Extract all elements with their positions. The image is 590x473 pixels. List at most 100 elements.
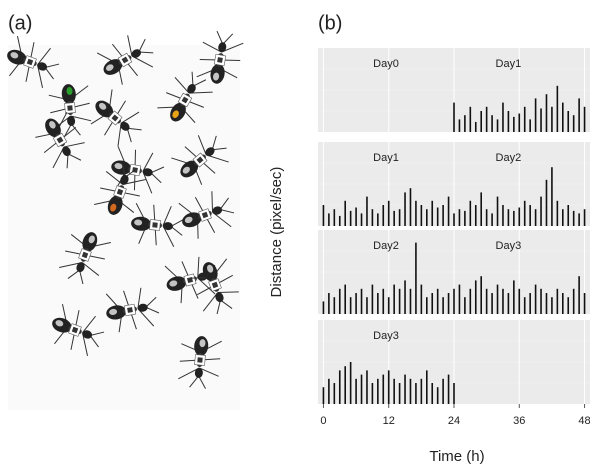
day-label: Day1 (373, 152, 399, 164)
activity-bar (470, 289, 472, 314)
activity-bar (497, 197, 499, 226)
activity-bar (377, 293, 379, 314)
activity-bar (578, 98, 580, 132)
activity-bar (421, 205, 423, 226)
activity-bar (377, 213, 379, 226)
activity-bar (350, 211, 352, 226)
activity-bar (491, 213, 493, 226)
activity-bar (459, 119, 461, 132)
activity-bar (410, 289, 412, 314)
activity-bar (323, 387, 325, 404)
activity-bar (339, 370, 341, 404)
activity-bar (366, 197, 368, 226)
activity-bar (426, 370, 428, 404)
activity-bar (518, 114, 520, 132)
activity-bar (573, 211, 575, 226)
activity-bar (399, 209, 401, 226)
x-tick-label: 12 (383, 415, 395, 427)
activity-bar (404, 375, 406, 404)
activity-bar (518, 208, 520, 226)
activity-bar (323, 205, 325, 226)
activity-bar (410, 188, 412, 226)
activity-bar (546, 180, 548, 226)
activity-bar (404, 192, 406, 226)
activity-bar (344, 201, 346, 226)
day-label: Day3 (373, 330, 399, 342)
figure: (a) (b) Distance (pixel/sec) Time (h) Da… (0, 0, 590, 468)
activity-bar (464, 297, 466, 314)
activity-bar (421, 285, 423, 314)
activity-bar (361, 289, 363, 314)
activity-bar (557, 86, 559, 132)
activity-bar (437, 289, 439, 314)
activity-bar (480, 111, 482, 132)
activity-bar (393, 211, 395, 226)
activity-bar (421, 379, 423, 404)
activity-bar (361, 213, 363, 226)
activity-bar (328, 379, 330, 404)
activity-bar (524, 297, 526, 314)
activity-bar (480, 192, 482, 226)
activity-bar (557, 289, 559, 314)
activity-bar (535, 285, 537, 314)
activity-bar (540, 289, 542, 314)
activity-bar (573, 115, 575, 132)
x-tick-label: 36 (513, 415, 525, 427)
activity-bar (578, 276, 580, 314)
panel-label: (b) (318, 12, 342, 34)
activity-bar (502, 289, 504, 314)
activity-bar (497, 119, 499, 132)
activity-bar (578, 213, 580, 226)
activity-bar (388, 297, 390, 314)
ant-photo (1, 29, 245, 410)
activity-bar (562, 293, 564, 314)
activity-bar (393, 285, 395, 314)
activity-bar (355, 208, 357, 226)
activity-bar (431, 293, 433, 314)
activity-bar (562, 103, 564, 132)
activity-bar (573, 289, 575, 314)
activity-bar (328, 213, 330, 226)
activity-bar (437, 208, 439, 226)
activity-bar (475, 205, 477, 226)
day-label: Day2 (496, 152, 522, 164)
activity-bar (361, 375, 363, 404)
activity-bar (453, 383, 455, 404)
activity-bar (355, 293, 357, 314)
activity-bar (388, 370, 390, 404)
activity-bar (584, 209, 586, 226)
activity-bar (415, 201, 417, 226)
activity-bar (529, 205, 531, 226)
activity-bar (470, 107, 472, 132)
activity-bar (535, 209, 537, 226)
activity-bar (344, 366, 346, 404)
activity-bar (502, 103, 504, 132)
activity-bar (453, 213, 455, 226)
activity-bar (442, 297, 444, 314)
activity-bar (453, 289, 455, 314)
activity-bar (393, 379, 395, 404)
day-label: Day1 (496, 58, 522, 70)
x-tick-label: 24 (448, 415, 460, 427)
activity-bar (508, 209, 510, 226)
activity-bar (328, 293, 330, 314)
activity-bar (567, 205, 569, 226)
activity-bar (399, 383, 401, 404)
activity-bar (567, 297, 569, 314)
activity-bar (567, 111, 569, 132)
activity-bar (540, 197, 542, 226)
activity-bar (426, 209, 428, 226)
activity-bar (344, 285, 346, 314)
activity-bar (551, 107, 553, 132)
activity-bar (415, 383, 417, 404)
activity-bar (410, 379, 412, 404)
activity-bar (513, 280, 515, 314)
activity-bar (442, 205, 444, 226)
activity-bar (431, 383, 433, 404)
day-label: Day2 (373, 240, 399, 252)
activity-bar (562, 209, 564, 226)
activity-bar (513, 211, 515, 226)
activity-bar (334, 209, 336, 226)
activity-bar (355, 379, 357, 404)
activity-bar (339, 216, 341, 226)
